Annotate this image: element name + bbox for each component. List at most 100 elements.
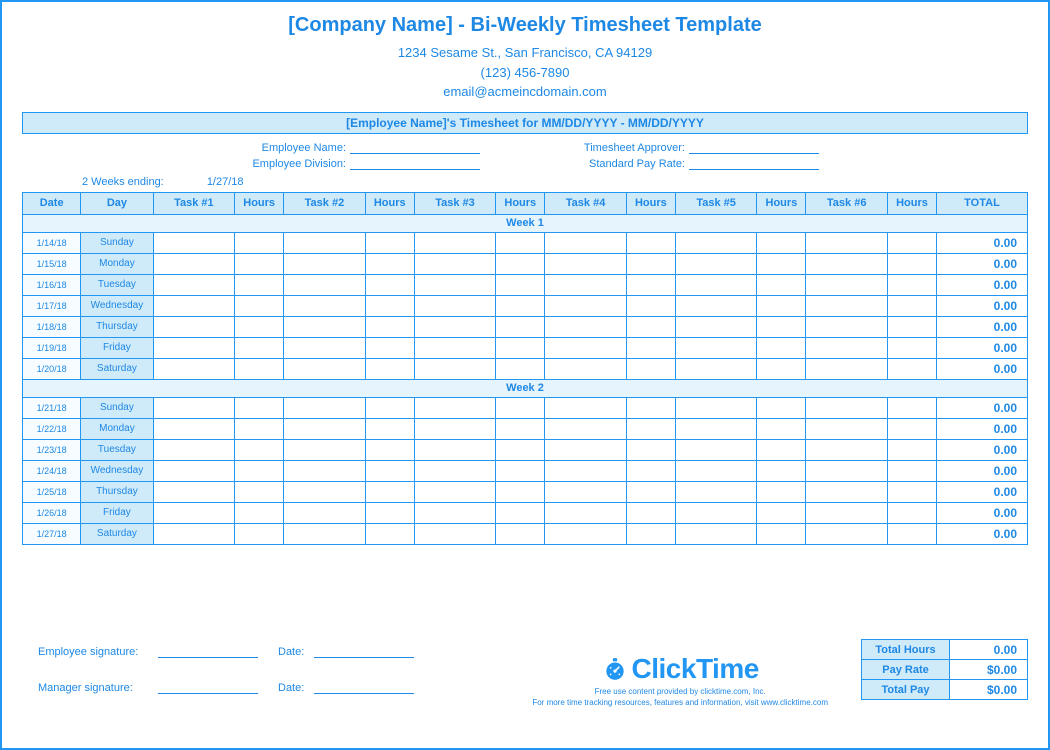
hours-cell[interactable] [153, 295, 235, 316]
hours-cell[interactable] [626, 232, 675, 253]
hours-cell[interactable] [806, 232, 888, 253]
hours-cell[interactable] [887, 502, 936, 523]
hours-cell[interactable] [806, 358, 888, 379]
hours-cell[interactable] [284, 232, 366, 253]
hours-cell[interactable] [675, 460, 757, 481]
hours-cell[interactable] [496, 502, 545, 523]
approver-input[interactable] [689, 142, 819, 154]
hours-cell[interactable] [675, 502, 757, 523]
hours-cell[interactable] [496, 439, 545, 460]
hours-cell[interactable] [284, 253, 366, 274]
hours-cell[interactable] [675, 481, 757, 502]
hours-cell[interactable] [757, 439, 806, 460]
hours-cell[interactable] [284, 439, 366, 460]
hours-cell[interactable] [545, 502, 627, 523]
hours-cell[interactable] [496, 232, 545, 253]
hours-cell[interactable] [545, 316, 627, 337]
hours-cell[interactable] [806, 502, 888, 523]
hours-cell[interactable] [757, 523, 806, 544]
hours-cell[interactable] [626, 397, 675, 418]
hours-cell[interactable] [365, 481, 414, 502]
hours-cell[interactable] [235, 523, 284, 544]
employee-date-line[interactable] [314, 644, 414, 658]
hours-cell[interactable] [365, 253, 414, 274]
hours-cell[interactable] [806, 523, 888, 544]
hours-cell[interactable] [887, 481, 936, 502]
hours-cell[interactable] [545, 274, 627, 295]
hours-cell[interactable] [545, 418, 627, 439]
hours-cell[interactable] [235, 316, 284, 337]
hours-cell[interactable] [284, 502, 366, 523]
hours-cell[interactable] [365, 358, 414, 379]
hours-cell[interactable] [545, 523, 627, 544]
hours-cell[interactable] [806, 274, 888, 295]
hours-cell[interactable] [235, 460, 284, 481]
hours-cell[interactable] [235, 481, 284, 502]
hours-cell[interactable] [675, 418, 757, 439]
hours-cell[interactable] [545, 337, 627, 358]
hours-cell[interactable] [284, 523, 366, 544]
hours-cell[interactable] [414, 502, 496, 523]
employee-division-input[interactable] [350, 158, 480, 170]
hours-cell[interactable] [153, 253, 235, 274]
hours-cell[interactable] [757, 481, 806, 502]
hours-cell[interactable] [153, 316, 235, 337]
hours-cell[interactable] [545, 460, 627, 481]
hours-cell[interactable] [153, 337, 235, 358]
hours-cell[interactable] [887, 358, 936, 379]
hours-cell[interactable] [284, 274, 366, 295]
employee-name-input[interactable] [350, 142, 480, 154]
hours-cell[interactable] [414, 337, 496, 358]
hours-cell[interactable] [806, 337, 888, 358]
hours-cell[interactable] [235, 358, 284, 379]
hours-cell[interactable] [757, 295, 806, 316]
hours-cell[interactable] [757, 274, 806, 295]
hours-cell[interactable] [806, 460, 888, 481]
hours-cell[interactable] [496, 253, 545, 274]
hours-cell[interactable] [887, 337, 936, 358]
hours-cell[interactable] [284, 295, 366, 316]
hours-cell[interactable] [153, 481, 235, 502]
hours-cell[interactable] [545, 481, 627, 502]
hours-cell[interactable] [675, 439, 757, 460]
hours-cell[interactable] [675, 358, 757, 379]
hours-cell[interactable] [626, 460, 675, 481]
hours-cell[interactable] [235, 253, 284, 274]
hours-cell[interactable] [235, 295, 284, 316]
hours-cell[interactable] [757, 397, 806, 418]
hours-cell[interactable] [414, 397, 496, 418]
hours-cell[interactable] [284, 460, 366, 481]
hours-cell[interactable] [284, 337, 366, 358]
hours-cell[interactable] [545, 358, 627, 379]
hours-cell[interactable] [414, 253, 496, 274]
hours-cell[interactable] [153, 397, 235, 418]
hours-cell[interactable] [153, 439, 235, 460]
hours-cell[interactable] [496, 481, 545, 502]
hours-cell[interactable] [496, 337, 545, 358]
hours-cell[interactable] [757, 253, 806, 274]
hours-cell[interactable] [545, 232, 627, 253]
hours-cell[interactable] [806, 295, 888, 316]
hours-cell[interactable] [675, 295, 757, 316]
hours-cell[interactable] [545, 439, 627, 460]
hours-cell[interactable] [414, 232, 496, 253]
hours-cell[interactable] [153, 502, 235, 523]
hours-cell[interactable] [235, 439, 284, 460]
hours-cell[interactable] [757, 418, 806, 439]
hours-cell[interactable] [496, 316, 545, 337]
hours-cell[interactable] [626, 502, 675, 523]
manager-signature-line[interactable] [158, 680, 258, 694]
hours-cell[interactable] [153, 232, 235, 253]
hours-cell[interactable] [887, 460, 936, 481]
hours-cell[interactable] [365, 439, 414, 460]
hours-cell[interactable] [887, 274, 936, 295]
hours-cell[interactable] [365, 502, 414, 523]
hours-cell[interactable] [675, 274, 757, 295]
hours-cell[interactable] [626, 274, 675, 295]
hours-cell[interactable] [626, 523, 675, 544]
hours-cell[interactable] [757, 337, 806, 358]
hours-cell[interactable] [235, 397, 284, 418]
hours-cell[interactable] [365, 337, 414, 358]
hours-cell[interactable] [414, 481, 496, 502]
hours-cell[interactable] [284, 358, 366, 379]
